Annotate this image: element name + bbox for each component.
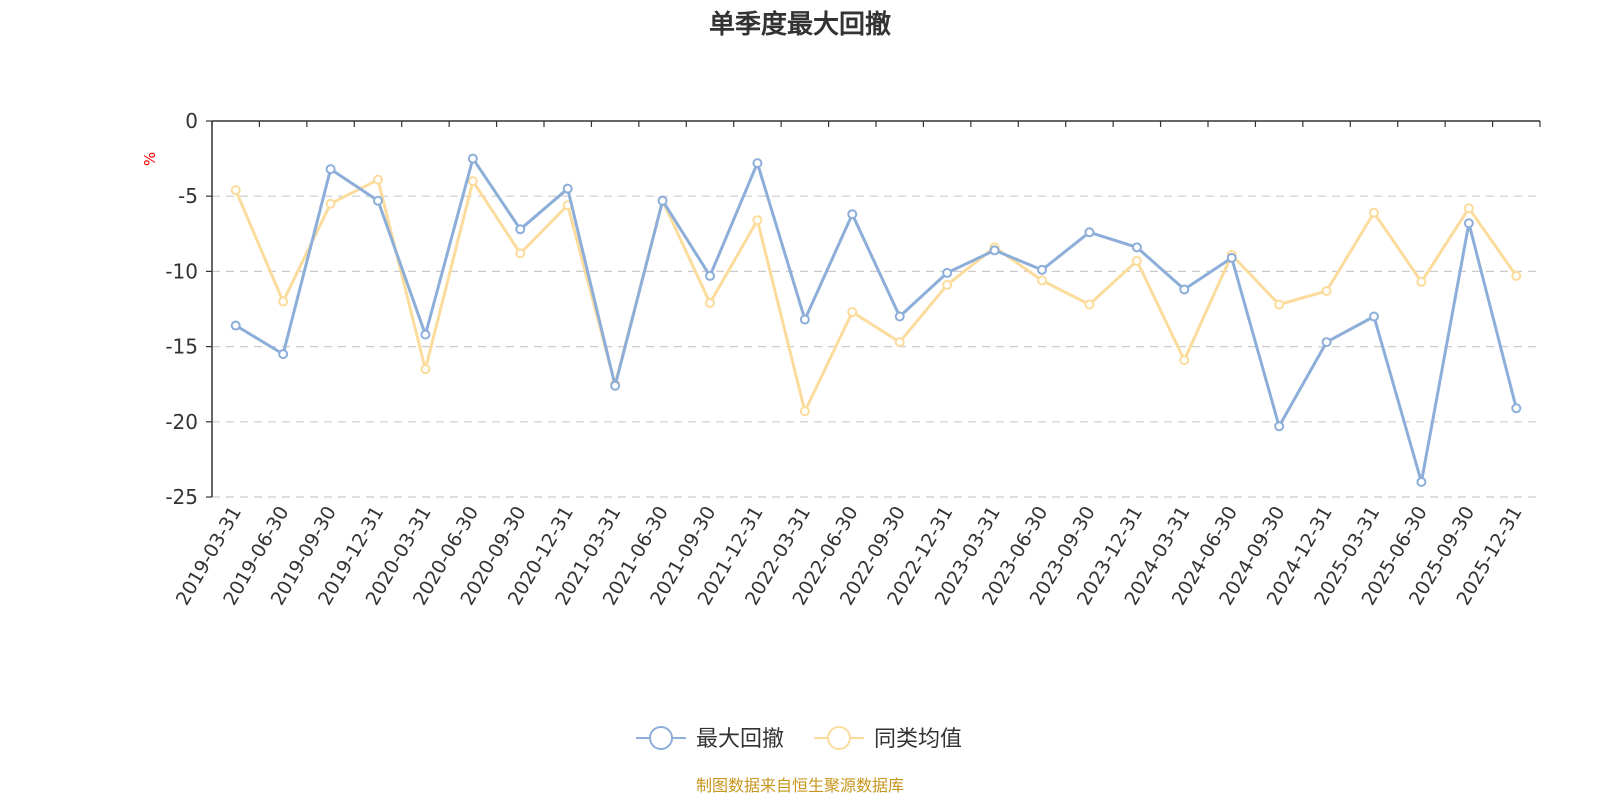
- y-axis-unit-label: %: [141, 152, 159, 166]
- legend-label: 同类均值: [874, 727, 962, 752]
- data-point: [799, 314, 810, 325]
- data-point: [1511, 403, 1522, 414]
- data-point: [562, 183, 573, 194]
- y-tick-labels: 0 -5 -10 -15 -20 -25: [165, 109, 198, 509]
- data-point: [1131, 255, 1142, 266]
- legend-label: 最大回撤: [696, 727, 784, 752]
- data-point: [467, 153, 478, 164]
- data-point: [894, 337, 905, 348]
- y-tick-label: 0: [185, 109, 198, 133]
- data-point: [1084, 227, 1095, 238]
- data-point: [1037, 264, 1047, 275]
- data-point: [1369, 311, 1379, 322]
- data-point: [467, 176, 478, 187]
- x-tick-labels: 2019-03-312019-06-302019-09-302019-12-31…: [172, 502, 1527, 609]
- data-point: [1369, 207, 1379, 218]
- data-point: [847, 209, 858, 220]
- series-line-1: [234, 157, 1518, 484]
- data-point: [1084, 299, 1095, 310]
- data-point: [1463, 203, 1474, 214]
- legend-marker: [649, 726, 673, 750]
- data-point: [325, 198, 336, 209]
- legend-item[interactable]: 同类均值: [814, 726, 962, 752]
- y-tick-label: -10: [165, 259, 198, 283]
- data-point: [420, 329, 431, 340]
- data-source-note: 制图数据来自恒生聚源数据库: [696, 776, 904, 795]
- data-point: [278, 349, 289, 360]
- data-point: [657, 195, 668, 206]
- data-point: [1274, 421, 1285, 432]
- data-point: [942, 279, 953, 290]
- data-point: [705, 270, 715, 281]
- y-tick-label: -20: [165, 410, 198, 434]
- data-point: [325, 164, 336, 175]
- data-point: [1179, 284, 1190, 295]
- series-lines: [230, 153, 1522, 487]
- y-tick-label: -25: [165, 485, 198, 509]
- y-tick-label: -15: [165, 335, 198, 359]
- data-point: [373, 195, 383, 206]
- axes: [206, 120, 1541, 498]
- data-point: [420, 364, 431, 375]
- data-point: [278, 296, 289, 307]
- data-point: [1511, 270, 1522, 281]
- legend[interactable]: 最大回撤 同类均值: [636, 726, 962, 752]
- data-point: [1037, 275, 1047, 286]
- data-point: [515, 224, 526, 235]
- data-point: [1321, 337, 1332, 348]
- data-point: [1131, 242, 1142, 253]
- chart-title: 单季度最大回撤: [709, 9, 891, 40]
- data-point: [373, 174, 383, 185]
- data-point: [1416, 476, 1427, 487]
- data-point: [752, 215, 763, 226]
- series-line-2: [234, 178, 1518, 413]
- data-point: [894, 311, 905, 322]
- data-point: [1179, 355, 1190, 366]
- legend-item[interactable]: 最大回撤: [636, 726, 784, 752]
- data-point: [799, 406, 810, 417]
- legend-marker: [827, 726, 851, 750]
- data-point: [1226, 252, 1237, 263]
- data-point: [1274, 299, 1285, 310]
- data-point: [1321, 285, 1332, 296]
- data-point: [847, 307, 858, 318]
- data-point: [230, 320, 241, 331]
- data-point: [942, 267, 953, 278]
- data-point: [705, 297, 715, 308]
- data-point: [1416, 276, 1427, 287]
- data-point: [230, 185, 241, 196]
- y-tick-label: -5: [178, 184, 198, 208]
- data-point: [610, 380, 621, 391]
- data-point: [989, 245, 1000, 256]
- data-point: [752, 158, 763, 169]
- data-point: [515, 248, 526, 259]
- grid: [212, 195, 1540, 498]
- data-point: [1463, 218, 1474, 229]
